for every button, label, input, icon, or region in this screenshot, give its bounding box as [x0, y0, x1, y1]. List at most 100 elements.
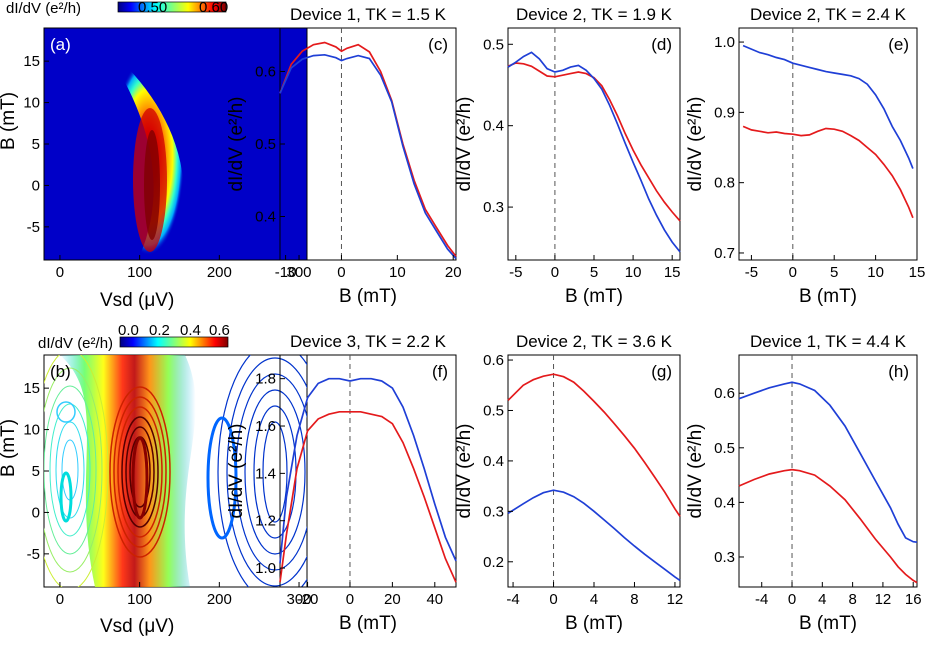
contour-line	[56, 401, 76, 423]
contour-line	[113, 396, 167, 548]
panel-label: (h)	[888, 362, 909, 381]
xtick-label: 16	[905, 591, 922, 608]
xtick-label: 10	[389, 264, 406, 281]
x-axis-label: B (mT)	[565, 613, 623, 634]
x-axis-label: B (mT)	[565, 286, 623, 307]
contour-line	[59, 471, 73, 523]
plot-frame	[507, 354, 681, 588]
plot-frame	[738, 354, 918, 588]
colorbar-b-label: dI/dV (e²/h)	[38, 335, 113, 352]
ytick-label: 1.6	[255, 418, 276, 435]
y-axis-label: dI/dV (e²/h)	[454, 423, 475, 518]
colorbar-a	[117, 1, 227, 13]
xtick-label: -5	[745, 264, 758, 281]
chart-e: -5 0 5 10 15 0.7 0.8 0.9 1.0 Device 2, TK = 2.4 K…	[685, 5, 925, 307]
ytick-label: 1.0	[255, 560, 276, 577]
chart-h: -4 0 4 8 12 16 0.3 0.4 0.5 0.6 Device 1, TK = 4.4 …	[685, 332, 922, 634]
ytick-label: 1.2	[255, 513, 276, 530]
xtick-label: 5	[830, 264, 838, 281]
map-a-xlabel: Vsd (μV)	[100, 290, 174, 311]
xtick-label: 12	[875, 591, 892, 608]
chart-g: -4 0 4 8 12 0.2 0.3 0.4 0.5 0.6 Device 2, TK = 3.6…	[454, 332, 683, 634]
contour-line	[121, 416, 159, 528]
map-b-ytick-label: -5	[27, 546, 40, 563]
colorbar-b-tick: 0.0	[118, 322, 139, 339]
xtick-label: 8	[630, 591, 638, 608]
xtick-label: 40	[426, 591, 443, 608]
map-a-ytick-label: -5	[27, 219, 40, 236]
ytick-label: 0.6	[483, 352, 504, 369]
series-line-1	[507, 489, 681, 582]
xtick-label: 8	[848, 591, 856, 608]
map-b-xtick-label: 300	[287, 591, 312, 608]
contour-line	[217, 355, 307, 587]
chart-c: -10 0 10 20 0.4 0.5 0.6 Device 1, TK = 1.5 K (c)…	[226, 5, 462, 307]
colorbar-b-tick: 0.4	[180, 322, 201, 339]
x-axis-label: B (mT)	[339, 286, 397, 307]
map-b-contours	[44, 355, 307, 587]
ytick-label: 1.8	[255, 371, 276, 388]
chart-title: Device 2, TK = 1.9 K	[516, 5, 673, 24]
x-axis-label: B (mT)	[799, 613, 857, 634]
series-line-1	[738, 381, 918, 544]
x-axis-label: B (mT)	[799, 286, 857, 307]
contour-line	[44, 385, 97, 555]
colorbar-b-tick: 0.6	[209, 322, 230, 339]
map-b-xtick-label: 0	[56, 591, 64, 608]
contour-line	[262, 421, 288, 523]
map-b-xtick-label: 200	[207, 591, 232, 608]
ytick-label: 0.5	[714, 440, 735, 457]
map-a-ytick-label: 5	[32, 136, 40, 153]
chart-title: Device 3, TK = 2.2 K	[290, 332, 447, 351]
panel-label: (c)	[428, 35, 448, 54]
map-b-xtick-label: 100	[127, 591, 152, 608]
colorbar-b-tick: 0.2	[149, 322, 170, 339]
ytick-label: 0.3	[483, 199, 504, 216]
colorbar-a-tick: 0.50	[138, 0, 167, 16]
xtick-label: 12	[667, 591, 684, 608]
contour-line	[244, 389, 306, 555]
map-b-ylabel: B (mT)	[0, 419, 19, 477]
y-axis-label: dI/dV (e²/h)	[454, 96, 475, 191]
map-a-ytick-label: 15	[23, 53, 40, 70]
ytick-label: 0.6	[255, 64, 276, 81]
xtick-label: 4	[818, 591, 826, 608]
contour-line	[226, 357, 307, 587]
xtick-label: 0	[789, 264, 797, 281]
ytick-label: 0.2	[483, 554, 504, 571]
ytick-label: 0.5	[483, 36, 504, 53]
series-line-1	[279, 53, 457, 260]
contour-line	[49, 403, 91, 537]
ytick-label: 1.0	[714, 34, 735, 51]
chart-title: Device 2, TK = 3.6 K	[516, 332, 673, 351]
xtick-label: -5	[509, 264, 522, 281]
map-b-xlabel: Vsd (μV)	[100, 616, 174, 637]
contour-line	[206, 416, 238, 540]
chart-title: Device 1, TK = 4.4 K	[750, 332, 907, 351]
x-axis-label: B (mT)	[339, 613, 397, 634]
xtick-label: 10	[625, 264, 642, 281]
xtick-label: 0	[337, 264, 345, 281]
map-a-axes: 0 100 200 300 15 10 5 0 -5	[23, 53, 311, 281]
colorbar-b	[119, 336, 229, 348]
xtick-label: 0	[788, 591, 796, 608]
contour-line	[44, 367, 103, 573]
series-line-1	[507, 51, 681, 253]
chart-title: Device 1, TK = 1.5 K	[290, 5, 447, 24]
xtick-label: 0	[346, 591, 354, 608]
contour-line	[131, 436, 149, 520]
series-line-0	[279, 410, 457, 583]
panel-label: (g)	[651, 362, 672, 381]
map-a-ytick-label: 0	[32, 177, 40, 194]
xtick-label: 20	[445, 264, 462, 281]
series-line-0	[507, 62, 681, 222]
xtick-label: -4	[755, 591, 768, 608]
map-b-axes: 0 100 200 300 15 10 5 0 -5	[23, 380, 311, 608]
ytick-label: 0.9	[714, 104, 735, 121]
plot-frame	[738, 27, 918, 261]
colorbar-a-label: dI/dV (e²/h)	[6, 0, 81, 17]
plot-frame	[507, 27, 681, 261]
xtick-label: 20	[384, 591, 401, 608]
xtick-label: -20	[297, 591, 319, 608]
